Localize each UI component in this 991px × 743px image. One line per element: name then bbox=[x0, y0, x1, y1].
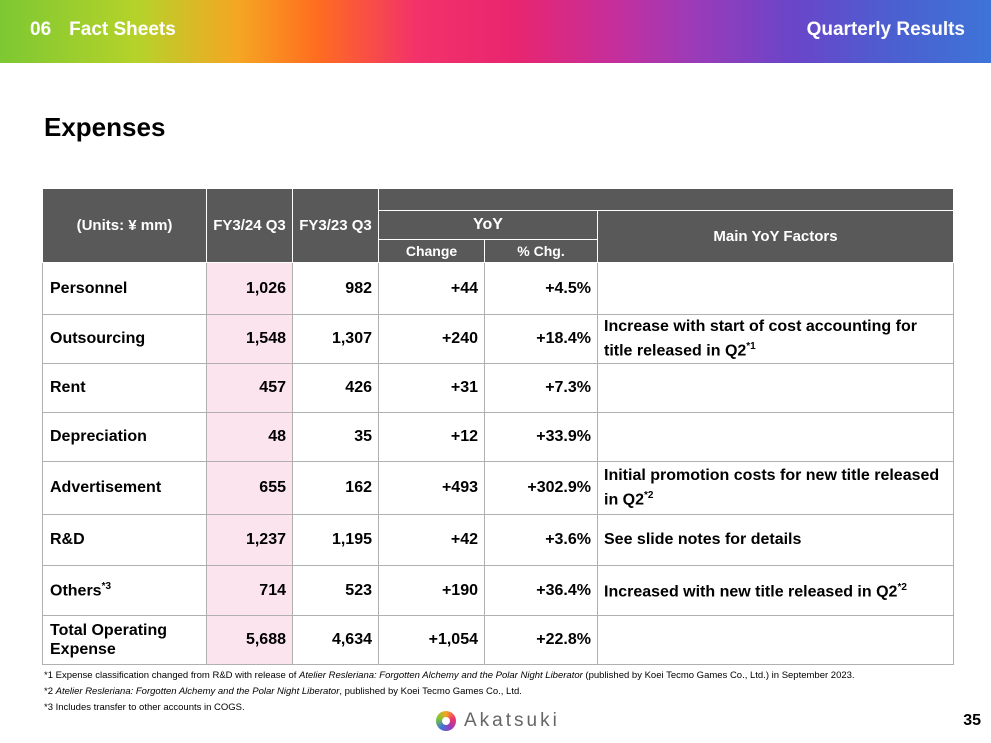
logo-text: Akatsuki bbox=[464, 710, 560, 731]
section-label: 06 Fact Sheets bbox=[30, 19, 176, 41]
factor-text: Initial promotion costs for new title re… bbox=[604, 466, 940, 509]
footnote-text: *2 bbox=[44, 686, 56, 697]
row-label: Advertisement bbox=[42, 461, 207, 515]
fy24-value: 1,548 bbox=[206, 314, 293, 364]
footnote-1: *1 Expense classification changed from R… bbox=[44, 668, 855, 684]
change-value: +240 bbox=[378, 314, 485, 364]
pct-value: +18.4% bbox=[484, 314, 598, 364]
pct-value: +302.9% bbox=[484, 461, 598, 515]
fy23-value: 4,634 bbox=[292, 615, 379, 665]
row-label: R&D bbox=[42, 514, 207, 566]
row-label: Depreciation bbox=[42, 412, 207, 462]
factor-text bbox=[596, 262, 955, 315]
fy24-value: 655 bbox=[206, 461, 293, 515]
yoy-header: YoY bbox=[378, 210, 598, 240]
footnote-text: *1 Expense classification changed from R… bbox=[44, 670, 300, 681]
change-header: Change bbox=[378, 239, 485, 263]
header-spacer bbox=[377, 188, 955, 211]
fy23-value: 426 bbox=[292, 363, 379, 413]
change-value: +42 bbox=[378, 514, 485, 566]
fy23-value: 982 bbox=[292, 262, 379, 315]
row-label: Personnel bbox=[42, 262, 207, 315]
footnote-ref: *3 bbox=[101, 580, 112, 592]
header-right-title: Quarterly Results bbox=[806, 19, 965, 40]
footnote-ref: *2 bbox=[644, 489, 654, 501]
footnote-2: *2 Atelier Resleriana: Forgotten Alchemy… bbox=[44, 684, 855, 700]
row-label: Outsourcing bbox=[42, 314, 207, 364]
fy24-value: 714 bbox=[206, 565, 293, 616]
header-banner: 06 Fact Sheets Quarterly Results bbox=[0, 0, 991, 63]
factor-cell: Increase with start of cost accounting f… bbox=[596, 314, 955, 364]
row-label: Total Operating Expense bbox=[42, 615, 207, 665]
pct-value: +7.3% bbox=[484, 363, 598, 413]
company-logo: Akatsuki bbox=[436, 710, 560, 732]
row-label: Others bbox=[50, 582, 102, 600]
footnote-text: (published by Koei Tecmo Games Co., Ltd.… bbox=[582, 670, 855, 681]
fy24-value: 1,026 bbox=[206, 262, 293, 315]
table-row: Outsourcing 1,548 1,307 +240 +18.4% Incr… bbox=[42, 314, 955, 364]
fy23-value: 162 bbox=[292, 461, 379, 515]
factor-text: Increase with start of cost accounting f… bbox=[604, 317, 917, 360]
expenses-table: (Units: ¥ mm) FY3/24 Q3 FY3/23 Q3 YoY Ma… bbox=[42, 188, 955, 665]
fy23-header: FY3/23 Q3 bbox=[292, 188, 379, 263]
change-value: +12 bbox=[378, 412, 485, 462]
pct-value: +3.6% bbox=[484, 514, 598, 566]
change-value: +190 bbox=[378, 565, 485, 616]
row-label-cell: Others*3 bbox=[42, 565, 207, 616]
table-row: Depreciation 48 35 +12 +33.9% bbox=[42, 412, 955, 462]
table-row: Others*3 714 523 +190 +36.4% Increased w… bbox=[42, 565, 955, 616]
pct-value: +4.5% bbox=[484, 262, 598, 315]
fy23-value: 1,307 bbox=[292, 314, 379, 364]
footnote-title: Atelier Resleriana: Forgotten Alchemy an… bbox=[299, 670, 583, 681]
fy24-value: 48 bbox=[206, 412, 293, 462]
table-row-total: Total Operating Expense 5,688 4,634 +1,0… bbox=[42, 615, 955, 665]
table-row: Rent 457 426 +31 +7.3% bbox=[42, 363, 955, 413]
factors-header: Main YoY Factors bbox=[596, 210, 955, 263]
table-row: Personnel 1,026 982 +44 +4.5% bbox=[42, 262, 955, 315]
row-label: Rent bbox=[42, 363, 207, 413]
footnote-title: Atelier Resleriana: Forgotten Alchemy an… bbox=[55, 686, 340, 697]
footnote-3: *3 Includes transfer to other accounts i… bbox=[44, 702, 245, 713]
change-value: +44 bbox=[378, 262, 485, 315]
change-value: +1,054 bbox=[378, 615, 485, 665]
factor-cell: Increased with new title released in Q2*… bbox=[596, 565, 955, 616]
factor-text bbox=[596, 363, 955, 413]
change-value: +31 bbox=[378, 363, 485, 413]
pct-value: +36.4% bbox=[484, 565, 598, 616]
section-title: Fact Sheets bbox=[69, 19, 176, 40]
factor-text bbox=[596, 615, 955, 665]
table-row: Advertisement 655 162 +493 +302.9% Initi… bbox=[42, 461, 955, 515]
footnote-ref: *2 bbox=[897, 582, 907, 594]
pct-value: +33.9% bbox=[484, 412, 598, 462]
fy23-value: 523 bbox=[292, 565, 379, 616]
table-row: R&D 1,237 1,195 +42 +3.6% See slide note… bbox=[42, 514, 955, 566]
units-header: (Units: ¥ mm) bbox=[42, 188, 207, 263]
change-value: +493 bbox=[378, 461, 485, 515]
fy24-value: 1,237 bbox=[206, 514, 293, 566]
factor-text bbox=[596, 412, 955, 462]
fy23-value: 35 bbox=[292, 412, 379, 462]
fy23-value: 1,195 bbox=[292, 514, 379, 566]
fy24-header: FY3/24 Q3 bbox=[206, 188, 293, 263]
section-number: 06 bbox=[30, 19, 52, 40]
page-number: 35 bbox=[963, 712, 981, 729]
fy24-value: 5,688 bbox=[206, 615, 293, 665]
page-title: Expenses bbox=[44, 112, 166, 142]
factor-cell: Initial promotion costs for new title re… bbox=[596, 461, 955, 515]
factor-text: Increased with new title released in Q2 bbox=[604, 583, 898, 601]
fy24-value: 457 bbox=[206, 363, 293, 413]
logo-icon bbox=[436, 711, 456, 731]
footnote-text: , published by Koei Tecmo Games Co., Ltd… bbox=[339, 686, 522, 697]
factor-text: See slide notes for details bbox=[596, 514, 955, 566]
pct-value: +22.8% bbox=[484, 615, 598, 665]
footnote-ref: *1 bbox=[746, 340, 756, 352]
pct-header: % Chg. bbox=[484, 239, 598, 263]
footnotes: *1 Expense classification changed from R… bbox=[44, 668, 855, 716]
